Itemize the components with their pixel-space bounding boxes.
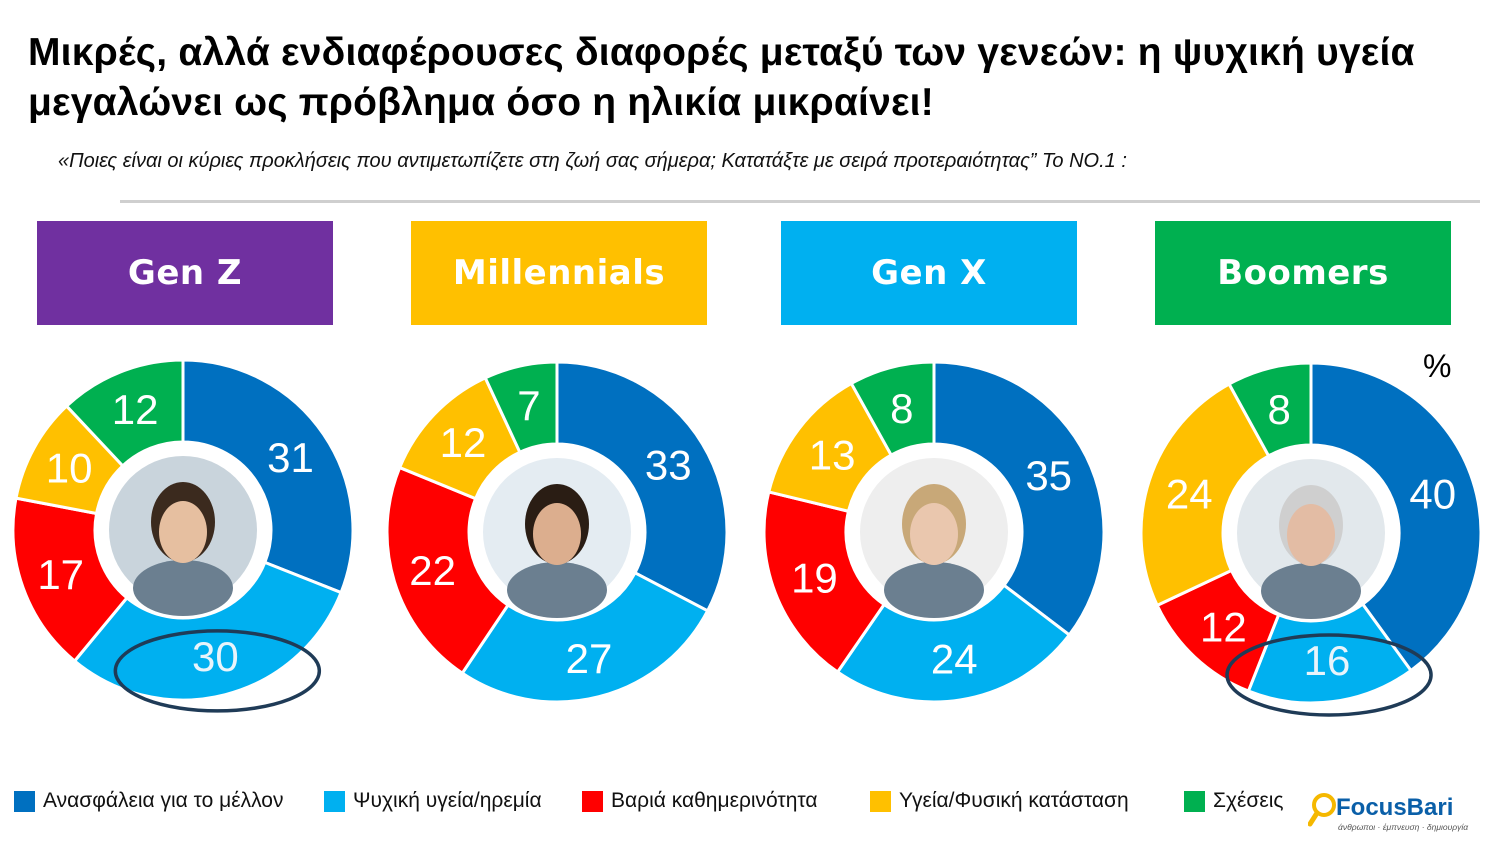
slice-value-label: 22	[409, 547, 456, 594]
donut-slice	[64, 358, 185, 468]
slice-value-label: 19	[791, 555, 838, 602]
logo-name: FocusBari	[1336, 794, 1453, 821]
donut-slice	[1227, 361, 1313, 458]
slice-value-label: 16	[1304, 637, 1351, 684]
legend-swatch	[582, 790, 603, 812]
legend-item-physical-health: Υγεία/Φυσική κατάσταση	[870, 789, 1129, 813]
portrait-face	[910, 503, 958, 565]
donut-slice	[762, 490, 887, 675]
legend-item-insecurity: Ανασφάλεια για το μέλλον	[14, 789, 283, 813]
donut-slice	[1139, 381, 1271, 608]
donut-slice	[555, 360, 729, 613]
highlight-ellipse	[113, 629, 322, 713]
donut-slice	[385, 465, 511, 676]
legend-swatch	[870, 790, 891, 812]
legend-label: Ψυχική υγεία/ηρεμία	[353, 789, 542, 812]
question-subtitle: «Ποιες είναι οι κύριες προκλήσεις που αν…	[58, 150, 1127, 172]
slice-value-label: 13	[809, 431, 856, 478]
percent-unit-label: %	[1423, 348, 1452, 384]
donut-slice	[181, 358, 355, 595]
portrait-shoulders	[1261, 563, 1361, 619]
slice-value-label: 12	[112, 386, 159, 433]
slice-value-label: 12	[440, 419, 487, 466]
slice-value-label: 8	[1267, 386, 1290, 433]
donut-slice	[932, 360, 1106, 638]
slice-value-label: 24	[1166, 470, 1213, 517]
slice-value-label: 8	[890, 385, 913, 432]
legend-label: Σχέσεις	[1213, 789, 1284, 812]
legend-item-heavy-routine: Βαριά καθημερινότητα	[582, 789, 818, 813]
logo-tagline: άνθρωποι · έμπνευση · δημιουργία	[1338, 822, 1469, 832]
slice-value-label: 10	[46, 444, 93, 491]
donut-slice	[849, 360, 936, 458]
portrait-shoulders	[133, 560, 233, 616]
legend-label: Ανασφάλεια για το μέλλον	[43, 789, 284, 812]
donut-slice	[483, 360, 559, 455]
legend-swatch	[14, 790, 35, 812]
gen-z-header: Gen Z	[37, 221, 333, 325]
slice-value-label: 30	[192, 633, 239, 680]
legend-item-relationships: Σχέσεις	[1184, 789, 1283, 813]
focusbari-logo: FocusBari άνθρωποι · έμπνευση · δημιουργ…	[1308, 793, 1469, 832]
millennials-header: Millennials	[411, 221, 707, 325]
portrait-shoulders	[884, 562, 984, 618]
legend-label: Βαριά καθημερινότητα	[611, 789, 818, 812]
legend-item-mental-health: Ψυχική υγεία/ηρεμία	[324, 789, 542, 813]
legend-label: Υγεία/Φυσική κατάσταση	[899, 789, 1129, 812]
gen-x-header: Gen X	[781, 221, 1077, 325]
highlight-ellipse	[1225, 633, 1433, 717]
portrait-face	[159, 501, 207, 563]
slice-value-label: 12	[1200, 603, 1247, 650]
slice-value-label: 35	[1025, 452, 1072, 499]
legend: Ανασφάλεια για το μέλλον Ψυχική υγεία/ηρ…	[14, 789, 1294, 819]
slice-value-label: 27	[566, 635, 613, 682]
slice-value-label: 7	[517, 382, 540, 429]
slice-value-label: 31	[267, 434, 314, 481]
boomers-header: Boomers	[1155, 221, 1451, 325]
portrait-face	[1287, 504, 1335, 566]
legend-swatch	[1184, 790, 1205, 812]
page-title: Μικρές, αλλά ενδιαφέρουσες διαφορές μετα…	[28, 31, 1415, 124]
donut-slice	[1309, 361, 1483, 673]
donut-slice	[835, 583, 1072, 704]
donut-charts: 31 30 17 10 12 33 27 22 12 7 35 24 19 13 8 40 16 12 24 8	[11, 358, 1483, 717]
divider	[120, 200, 1480, 203]
legend-swatch	[324, 790, 345, 812]
slice-value-label: 33	[645, 442, 692, 489]
slice-value-label: 17	[37, 551, 84, 598]
donut-slice	[460, 570, 710, 704]
slice-value-label: 24	[931, 635, 978, 682]
portrait-face	[533, 503, 581, 565]
portrait-shoulders	[507, 562, 607, 618]
slice-value-label: 40	[1409, 470, 1456, 517]
